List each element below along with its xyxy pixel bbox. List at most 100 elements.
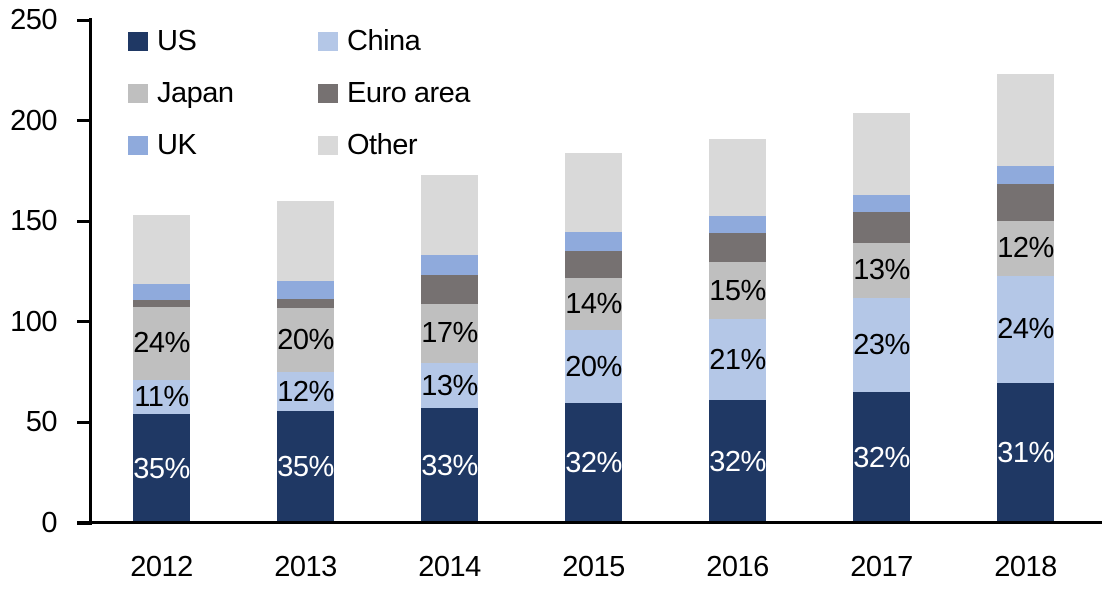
bar-label-2018-china: 24%: [997, 313, 1054, 346]
bar-label-2017-china: 23%: [853, 328, 910, 361]
legend-swatch-japan: [128, 83, 148, 103]
segment-2017-japan: [853, 243, 910, 298]
segment-2013-us: [277, 411, 334, 523]
bar-label-2013-japan: 20%: [277, 323, 334, 356]
segment-2012-uk: [133, 283, 190, 300]
segment-2012-other: [133, 215, 190, 284]
segment-2016-china: [709, 318, 766, 401]
segment-2013-japan: [277, 307, 334, 373]
segment-2014-other: [421, 174, 478, 256]
bar-label-2018-japan: 12%: [997, 232, 1054, 265]
y-tick-label-250: 250: [10, 4, 57, 36]
segment-2013-euro-area: [277, 298, 334, 308]
segment-2016-other: [709, 138, 766, 217]
segment-2017-other: [853, 112, 910, 196]
segment-2018-other: [997, 74, 1054, 166]
legend-item-us: US: [128, 25, 197, 57]
y-tick-100: [77, 320, 90, 324]
legend-label-euro-area: Euro area: [347, 77, 470, 109]
bar-label-2013-us: 35%: [277, 451, 334, 484]
x-label-2014: 2014: [418, 551, 481, 583]
legend-label-us: US: [157, 25, 197, 57]
segment-2017-china: [853, 297, 910, 393]
y-axis-line: [89, 18, 92, 525]
legend-item-other: Other: [318, 129, 418, 161]
legend-swatch-euro-area: [318, 83, 338, 103]
segment-2015-uk: [565, 232, 622, 252]
segment-2012-us: [133, 414, 190, 523]
segment-2018-china: [997, 275, 1054, 384]
y-tick-label-50: 50: [25, 406, 58, 439]
bar-label-2012-us: 35%: [133, 452, 190, 485]
segment-2014-uk: [421, 255, 478, 275]
bar-label-2017-us: 32%: [853, 441, 910, 474]
x-axis-line: [77, 521, 1102, 524]
segment-2014-euro-area: [421, 274, 478, 304]
legend-item-uk: UK: [128, 129, 197, 161]
bar-label-2016-us: 32%: [709, 445, 766, 478]
bar-label-2015-us: 32%: [565, 447, 622, 480]
bar-label-2018-us: 31%: [997, 437, 1054, 470]
segment-2017-uk: [853, 195, 910, 213]
legend-label-china: China: [347, 25, 421, 57]
bar-label-2014-japan: 17%: [421, 317, 478, 350]
legend-item-china: China: [318, 25, 421, 57]
bar-label-2017-japan: 13%: [853, 254, 910, 287]
segment-2018-euro-area: [997, 183, 1054, 222]
segment-2017-euro-area: [853, 212, 910, 244]
x-label-2013: 2013: [274, 551, 337, 583]
legend-swatch-other: [318, 135, 338, 155]
bar-label-2012-china: 11%: [134, 381, 189, 414]
legend-swatch-china: [318, 31, 338, 51]
segment-2014-japan: [421, 303, 478, 364]
x-label-2017: 2017: [850, 551, 913, 583]
segment-2013-other: [277, 201, 334, 281]
x-label-2018: 2018: [994, 551, 1057, 583]
segment-2015-euro-area: [565, 251, 622, 278]
segment-2014-china: [421, 363, 478, 409]
segment-2017-us: [853, 392, 910, 523]
y-tick-50: [77, 420, 90, 424]
legend-label-uk: UK: [157, 129, 197, 161]
segment-2013-uk: [277, 280, 334, 299]
segment-2012-euro-area: [133, 299, 190, 307]
bar-label-2012-japan: 24%: [133, 327, 190, 360]
bar-label-2016-china: 21%: [709, 343, 766, 376]
segment-2015-china: [565, 329, 622, 404]
segment-2015-us: [565, 403, 622, 523]
segment-2012-china: [133, 380, 190, 415]
legend: US Japan UK China Euro area Other: [0, 0, 560, 170]
y-tick-label-0: 0: [41, 507, 57, 539]
segment-2015-japan: [565, 277, 622, 330]
segment-2018-japan: [997, 221, 1054, 276]
legend-swatch-us: [128, 31, 148, 51]
segment-2013-china: [277, 372, 334, 412]
legend-item-japan: Japan: [128, 79, 234, 108]
segment-2014-us: [421, 408, 478, 523]
segment-2016-euro-area: [709, 233, 766, 263]
y-tick-label-100: 100: [10, 305, 57, 338]
bar-label-2016-japan: 15%: [709, 274, 766, 307]
segment-2016-uk: [709, 216, 766, 234]
legend-label-other: Other: [347, 129, 418, 161]
y-tick-200: [77, 119, 90, 123]
x-label-2016: 2016: [706, 551, 769, 583]
y-tick-250: [77, 18, 90, 22]
bar-label-2015-china: 20%: [565, 350, 622, 383]
segment-2018-uk: [997, 165, 1054, 184]
x-label-2015: 2015: [562, 551, 625, 583]
y-tick-label-200: 200: [10, 104, 57, 137]
y-tick-150: [77, 219, 90, 223]
segment-2012-japan: [133, 306, 190, 381]
y-tick-label-150: 150: [10, 205, 57, 238]
x-label-2012: 2012: [130, 551, 193, 583]
bar-label-2013-china: 12%: [277, 375, 334, 408]
bar-label-2014-china: 13%: [421, 369, 478, 402]
bar-label-2014-us: 33%: [421, 449, 478, 482]
legend-item-euro-area: Euro area: [318, 77, 470, 109]
segment-2015-other: [565, 152, 622, 233]
segment-2016-us: [709, 400, 766, 523]
segment-2016-japan: [709, 262, 766, 319]
legend-swatch-uk: [128, 135, 148, 155]
